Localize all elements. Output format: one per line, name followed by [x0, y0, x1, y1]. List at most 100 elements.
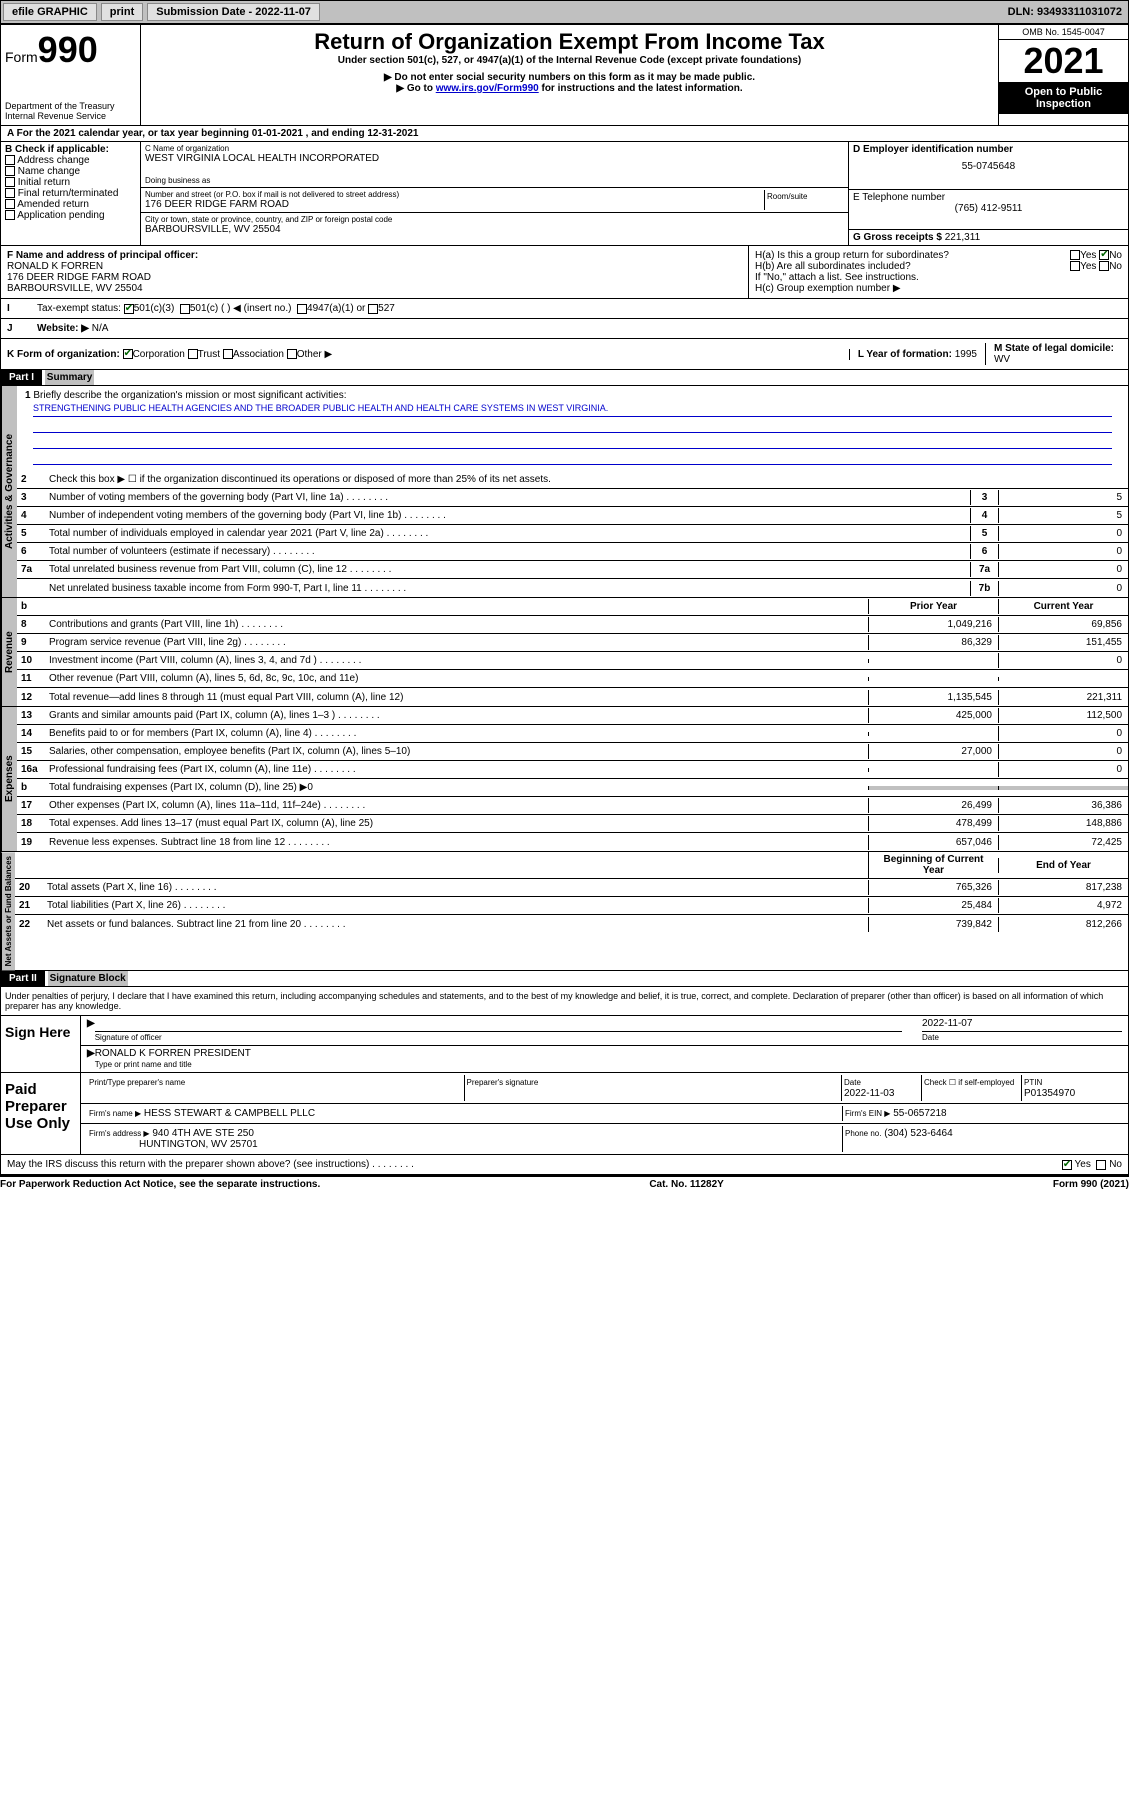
chk-501c3[interactable] — [124, 304, 134, 314]
box-b-label: B Check if applicable: — [5, 144, 136, 155]
chk-amended[interactable]: Amended return — [5, 199, 136, 210]
vert-net-assets: Net Assets or Fund Balances — [1, 852, 15, 970]
box-hc: H(c) Group exemption number ▶ — [755, 283, 1122, 294]
chk-name-change[interactable]: Name change — [5, 166, 136, 177]
chk-trust[interactable] — [188, 349, 198, 359]
tax-year: 2021 — [999, 40, 1128, 82]
dept-label: Department of the Treasury — [5, 101, 136, 111]
org-name: WEST VIRGINIA LOCAL HEALTH INCORPORATED — [145, 153, 844, 164]
omb-number: OMB No. 1545-0047 — [999, 25, 1128, 40]
revenue-section: Revenue bPrior YearCurrent Year 8Contrib… — [0, 598, 1129, 707]
chk-association[interactable] — [223, 349, 233, 359]
irs-link[interactable]: www.irs.gov/Form990 — [436, 83, 539, 94]
website-row: J Website: ▶ N/A — [0, 319, 1129, 339]
line-4: Number of independent voting members of … — [45, 508, 970, 523]
chk-address-change[interactable]: Address change — [5, 155, 136, 166]
firm-name: HESS STEWART & CAMPBELL PLLC — [144, 1108, 315, 1119]
part1-title: Summary — [45, 370, 95, 385]
form-title: Return of Organization Exempt From Incom… — [145, 29, 994, 55]
ein-value: 55-0745648 — [853, 161, 1124, 172]
line-13: Grants and similar amounts paid (Part IX… — [45, 708, 868, 723]
efile-button[interactable]: efile GRAPHIC — [3, 3, 97, 21]
chk-discuss-no[interactable] — [1096, 1160, 1106, 1170]
box-f-label: F Name and address of principal officer: — [7, 250, 742, 261]
print-button[interactable]: print — [101, 3, 143, 21]
chk-corporation[interactable] — [123, 349, 133, 359]
subtitle-1: Under section 501(c), 527, or 4947(a)(1)… — [145, 55, 994, 66]
tax-status-row: I Tax-exempt status: 501(c)(3) 501(c) ( … — [0, 299, 1129, 319]
chk-other[interactable] — [287, 349, 297, 359]
line-5: Total number of individuals employed in … — [45, 526, 970, 541]
line-a-tax-year: A For the 2021 calendar year, or tax yea… — [0, 126, 1129, 142]
paid-preparer-label: Paid Preparer Use Only — [1, 1073, 81, 1154]
line-6: Total number of volunteers (estimate if … — [45, 544, 970, 559]
dba-label: Doing business as — [145, 176, 844, 185]
line-19: Revenue less expenses. Subtract line 18 … — [45, 835, 868, 850]
officer-addr1: 176 DEER RIDGE FARM ROAD — [7, 272, 742, 283]
line-17: Other expenses (Part IX, column (A), lin… — [45, 798, 868, 813]
line-16b: Total fundraising expenses (Part IX, col… — [45, 780, 868, 795]
chk-discuss-yes[interactable] — [1062, 1160, 1072, 1170]
vert-expenses: Expenses — [1, 707, 17, 851]
gross-receipts: 221,311 — [945, 232, 980, 243]
activities-governance: Activities & Governance 1 Briefly descri… — [0, 386, 1129, 598]
vert-revenue: Revenue — [1, 598, 17, 706]
city-label: City or town, state or province, country… — [145, 215, 844, 224]
box-g-label: G Gross receipts $ — [853, 232, 942, 243]
chk-final-return[interactable]: Final return/terminated — [5, 188, 136, 199]
line-3: Number of voting members of the governin… — [45, 490, 970, 505]
net-assets-section: Net Assets or Fund Balances Beginning of… — [0, 852, 1129, 971]
chk-4947[interactable] — [297, 304, 307, 314]
line-22: Net assets or fund balances. Subtract li… — [43, 917, 868, 932]
subtitle-3: ▶ Go to www.irs.gov/Form990 for instruct… — [145, 83, 994, 94]
form-header: Form990 Department of the Treasury Inter… — [0, 24, 1129, 126]
form-number: Form990 — [5, 29, 136, 71]
col-prior: Prior Year — [868, 599, 998, 614]
firm-addr1: 940 4TH AVE STE 250 — [152, 1128, 254, 1139]
line-11: Other revenue (Part VIII, column (A), li… — [45, 671, 868, 686]
line-7b: Net unrelated business taxable income fr… — [45, 581, 970, 596]
cat-no: Cat. No. 11282Y — [649, 1179, 723, 1190]
col-current: Current Year — [998, 599, 1128, 614]
col-end: End of Year — [998, 858, 1128, 873]
chk-application-pending[interactable]: Application pending — [5, 210, 136, 221]
phone-value: (765) 412-9511 — [853, 203, 1124, 214]
line-15: Salaries, other compensation, employee b… — [45, 744, 868, 759]
expenses-section: Expenses 13Grants and similar amounts pa… — [0, 707, 1129, 852]
prep-date: 2022-11-03 — [844, 1088, 894, 1099]
col-begin: Beginning of Current Year — [868, 852, 998, 878]
part2-header: Part II — [1, 971, 45, 986]
org-address: 176 DEER RIDGE FARM ROAD — [145, 199, 764, 210]
open-public-badge: Open to Public Inspection — [999, 82, 1128, 114]
org-info-section: B Check if applicable: Address change Na… — [0, 142, 1129, 246]
discuss-row: May the IRS discuss this return with the… — [0, 1155, 1129, 1175]
part1-header: Part I — [1, 370, 42, 385]
chk-527[interactable] — [368, 304, 378, 314]
line-8: Contributions and grants (Part VIII, lin… — [45, 617, 868, 632]
mission-text: STRENGTHENING PUBLIC HEALTH AGENCIES AND… — [33, 403, 1112, 417]
chk-initial-return[interactable]: Initial return — [5, 177, 136, 188]
room-label: Room/suite — [764, 190, 844, 210]
footer: For Paperwork Reduction Act Notice, see … — [0, 1175, 1129, 1192]
officer-addr2: BARBOURSVILLE, WV 25504 — [7, 283, 742, 294]
subtitle-2: ▶ Do not enter social security numbers o… — [145, 72, 994, 83]
paid-preparer-section: Paid Preparer Use Only Print/Type prepar… — [0, 1073, 1129, 1155]
mission-q: Briefly describe the organization's miss… — [33, 390, 346, 401]
officer-name: RONALD K FORREN — [7, 261, 742, 272]
state-domicile: WV — [994, 354, 1010, 365]
declaration: Under penalties of perjury, I declare th… — [0, 987, 1129, 1016]
officer-group-section: F Name and address of principal officer:… — [0, 246, 1129, 299]
line-21: Total liabilities (Part X, line 26) — [43, 898, 868, 913]
submission-date: Submission Date - 2022-11-07 — [147, 3, 320, 21]
irs-label: Internal Revenue Service — [5, 111, 136, 121]
box-h-note: If "No," attach a list. See instructions… — [755, 272, 1122, 283]
box-c-label: C Name of organization — [145, 144, 844, 153]
part2-title: Signature Block — [48, 971, 128, 986]
year-formation: 1995 — [955, 349, 977, 360]
firm-addr2: HUNTINGTON, WV 25701 — [139, 1139, 258, 1150]
chk-501c[interactable] — [180, 304, 190, 314]
addr-label: Number and street (or P.O. box if mail i… — [145, 190, 764, 199]
line-2: Check this box ▶ ☐ if the organization d… — [45, 472, 1128, 487]
box-e-label: E Telephone number — [853, 192, 1124, 203]
vert-activities: Activities & Governance — [1, 386, 17, 597]
